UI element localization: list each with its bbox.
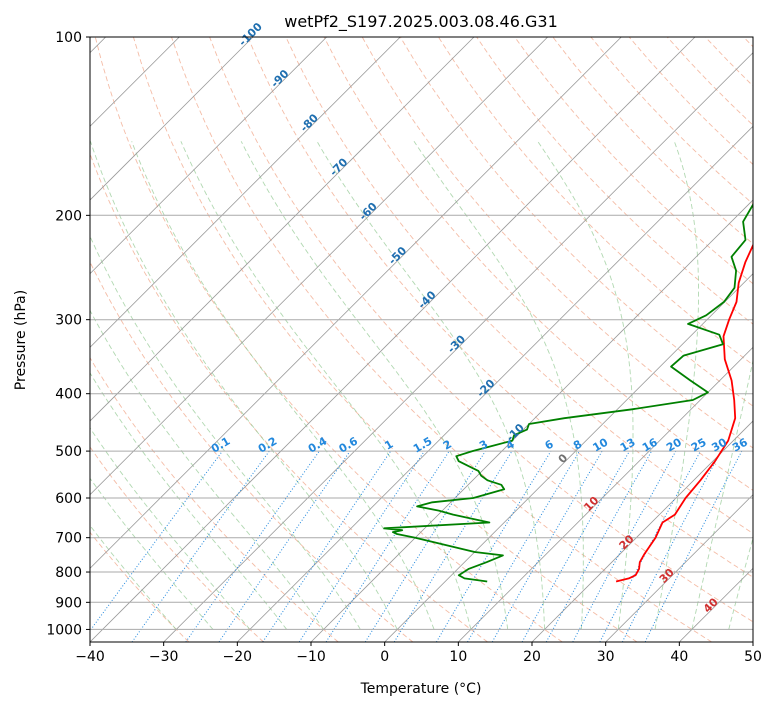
- mixing-ratio-line: [467, 450, 580, 642]
- moist-adiabat: [131, 141, 435, 630]
- isotherm-line: [90, 37, 401, 348]
- isotherm-line: [531, 420, 753, 642]
- moist-adiabat: [654, 141, 699, 630]
- y-axis: 100 200 300 400 500 600 700 800 900 1000: [46, 30, 90, 638]
- isotherm-line: [163, 52, 753, 642]
- mixing-ratio-line: [621, 450, 722, 642]
- dry-adiabat: [438, 37, 753, 366]
- mixing-ratio-line: [325, 450, 450, 642]
- isotherm-line: [458, 346, 753, 642]
- x-tick-label: −20: [223, 649, 253, 665]
- moist-adiabat: [180, 141, 472, 630]
- x-tick-label: 40: [670, 649, 688, 665]
- y-tick-label: 800: [55, 565, 82, 581]
- x-tick-label: −10: [296, 649, 326, 665]
- dry-adiabat: [90, 446, 264, 642]
- chart-title: wetPf2_S197.2025.003.08.46.G31: [284, 12, 558, 32]
- x-axis: −40 −30 −20 −10 0 10 20 30 40 50: [75, 642, 762, 665]
- x-tick-label: 20: [523, 649, 541, 665]
- x-tick-label: 10: [449, 649, 467, 665]
- dry-adiabat: [247, 37, 753, 578]
- mixing-ratio-line: [644, 450, 743, 642]
- dewpoint-profile-line: [383, 202, 753, 583]
- isotherm-line: [605, 494, 753, 642]
- y-tick-label: 200: [55, 208, 82, 224]
- isotherm-line: [90, 37, 475, 422]
- isotherm-line: [90, 37, 696, 642]
- moist-adiabat: [90, 477, 214, 630]
- mixing-ratio-line: [545, 450, 653, 642]
- isotherm-line: [384, 273, 753, 642]
- dry-adiabat: [514, 37, 753, 285]
- dry-adiabat: [323, 37, 753, 491]
- x-tick-label: −40: [75, 649, 105, 665]
- y-tick-label: 300: [55, 313, 82, 329]
- mixing-ratio-line: [298, 450, 425, 642]
- y-tick-label: 400: [55, 387, 82, 403]
- mixing-ratio-line: [131, 450, 270, 642]
- dry-adiabat: [90, 531, 190, 642]
- dry-adiabat: [132, 37, 638, 642]
- temperature-profile-line: [615, 243, 753, 583]
- dry-adiabat: [209, 37, 753, 623]
- mixing-ratio-line: [393, 450, 513, 642]
- x-axis-label: Temperature (°C): [360, 681, 482, 697]
- isotherm-line: [90, 37, 622, 569]
- x-tick-label: −30: [149, 649, 179, 665]
- plot-frame: [89, 36, 754, 643]
- isotherm-line: [90, 37, 327, 275]
- mixing-ratio-line: [262, 450, 392, 642]
- mixing-ratio-line: [364, 450, 486, 642]
- moist-adiabat: [90, 372, 288, 630]
- y-tick-label: 900: [55, 595, 82, 611]
- y-tick-label: 700: [55, 531, 82, 547]
- dry-adiabat: [285, 37, 753, 535]
- plot-area: [90, 37, 753, 642]
- isotherm-line: [90, 37, 548, 496]
- isotherm-line: [310, 199, 753, 642]
- isotherm-line: [90, 37, 254, 201]
- mixing-ratio-line: [90, 450, 223, 632]
- y-axis-label: Pressure (hPa): [13, 290, 29, 390]
- x-tick-label: 30: [597, 649, 615, 665]
- moist-adiabat: [90, 309, 324, 630]
- moist-adiabat: [90, 141, 398, 630]
- moist-adiabat: [728, 536, 753, 630]
- y-tick-label: 1000: [46, 622, 82, 638]
- x-tick-label: 50: [744, 649, 762, 665]
- dry-adiabat: [90, 152, 488, 642]
- dry-adiabat: [171, 37, 712, 642]
- y-tick-label: 500: [55, 444, 82, 460]
- dry-adiabat: [94, 37, 563, 642]
- x-tick-label: 0: [380, 649, 389, 665]
- dry-adiabat: [399, 37, 753, 407]
- isotherm-line: [237, 125, 753, 642]
- moist-adiabat: [240, 141, 509, 630]
- moist-adiabat: [90, 235, 361, 630]
- dry-adiabat: [90, 356, 339, 642]
- y-tick-label: 100: [55, 30, 82, 46]
- dry-adiabat: [361, 37, 753, 449]
- moist-adiabat: [90, 427, 251, 630]
- moist-adiabat: [691, 358, 753, 630]
- y-tick-label: 600: [55, 491, 82, 507]
